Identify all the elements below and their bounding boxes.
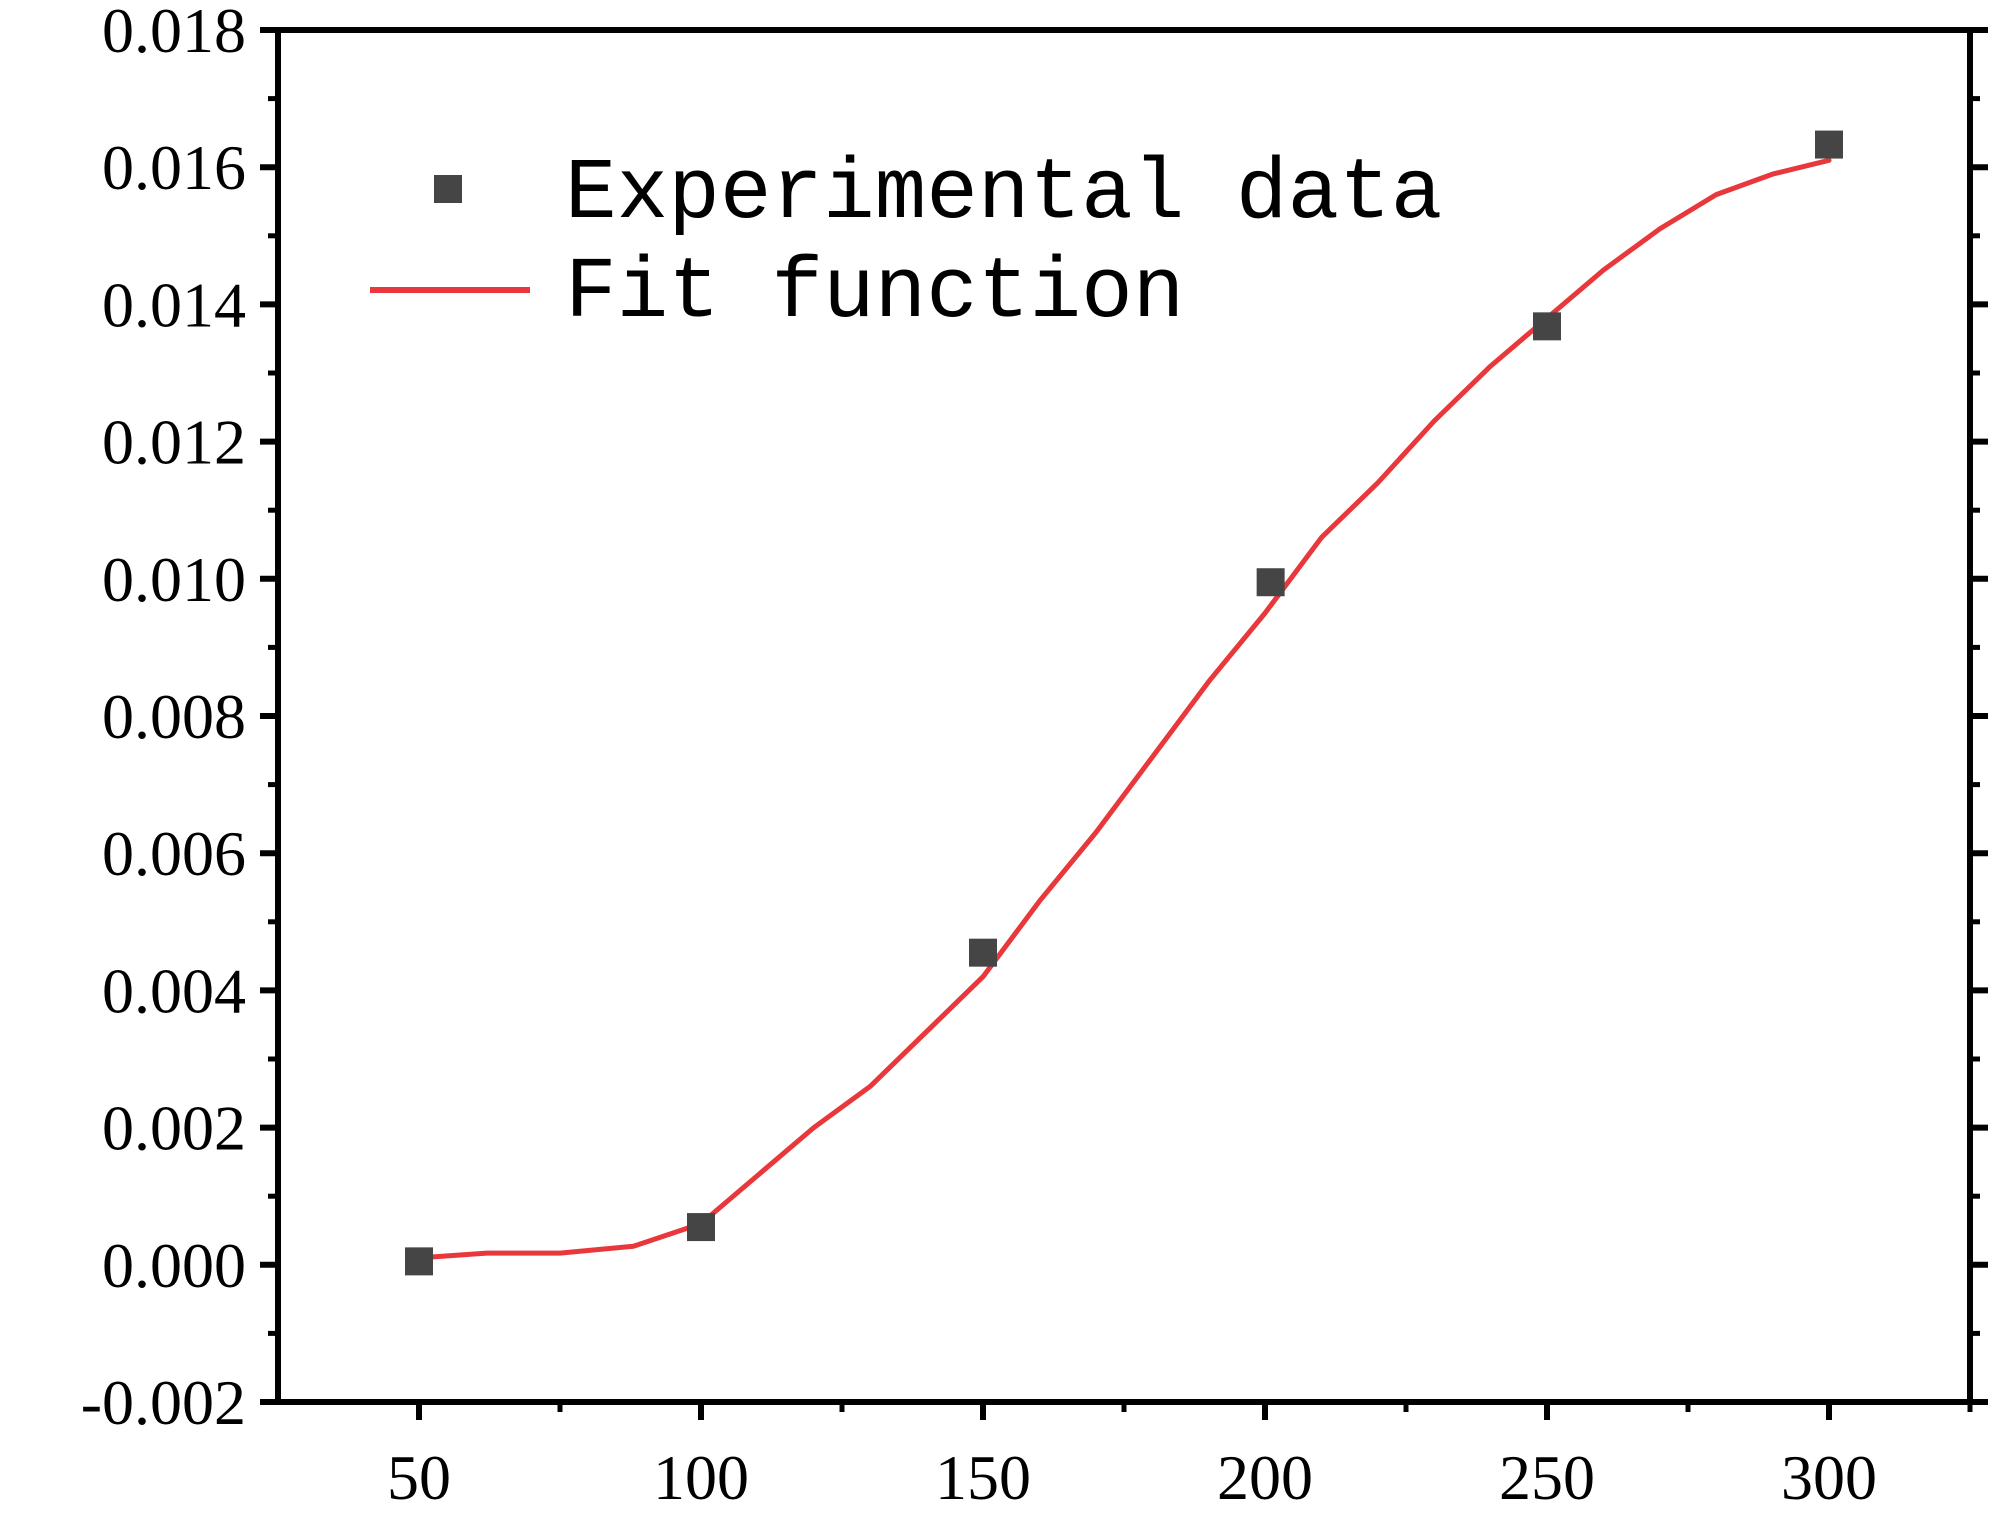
y-tick-label: 0.008 xyxy=(102,681,246,752)
y-tick-label: 0.012 xyxy=(102,407,246,478)
legend-marker-experimental-data xyxy=(434,175,462,203)
experimental-data-point xyxy=(1533,312,1561,341)
legend-label-fit-function: Fit function xyxy=(565,244,1184,342)
plot-frame xyxy=(275,27,1973,1405)
y-tick-label: 0.010 xyxy=(102,544,246,615)
x-tick-label: 150 xyxy=(935,1442,1031,1513)
experimental-data-point xyxy=(687,1213,715,1242)
y-axis-ticks: -0.002 0.000 0.002 0.004 0.006 0.008 0.010 0.01… xyxy=(81,0,1988,1438)
series-layer xyxy=(405,130,1843,1276)
x-tick-label: 100 xyxy=(653,1442,749,1513)
experimental-data-point xyxy=(405,1247,433,1276)
y-tick-label: 0.018 xyxy=(102,0,246,66)
y-tick-label: 0.000 xyxy=(102,1230,246,1301)
y-tick-label: -0.002 xyxy=(81,1367,246,1438)
x-tick-label: 250 xyxy=(1499,1442,1595,1513)
experimental-data-point xyxy=(1256,568,1285,597)
x-tick-label: 300 xyxy=(1781,1442,1877,1513)
y-tick-label: 0.004 xyxy=(102,955,246,1026)
legend: Experimental data Fit function xyxy=(370,145,1442,342)
x-axis-ticks: 50 100 150 200 250 300 xyxy=(387,1402,1973,1513)
experimental-data-point xyxy=(969,938,997,967)
experimental-data-point xyxy=(1815,130,1843,159)
x-tick-label: 200 xyxy=(1217,1442,1313,1513)
y-tick-label: 0.006 xyxy=(102,818,246,889)
legend-label-experimental-data: Experimental data xyxy=(565,145,1442,243)
y-tick-label: 0.002 xyxy=(102,1093,246,1164)
y-tick-label: 0.014 xyxy=(102,269,246,340)
x-tick-label: 50 xyxy=(387,1442,451,1513)
y-tick-label: 0.016 xyxy=(102,132,246,203)
